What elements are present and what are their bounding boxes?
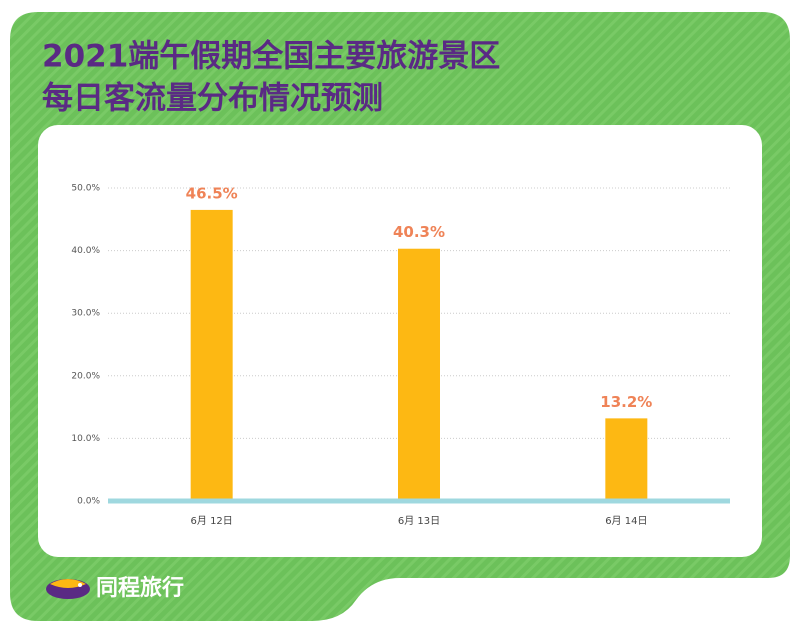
chart-title: 2021端午假期全国主要旅游景区 — [42, 39, 500, 75]
value-label: 13.2% — [600, 393, 652, 411]
y-tick-label: 40.0% — [71, 246, 100, 256]
x-tick-label: 6月 13日 — [398, 515, 440, 527]
y-tick-label: 20.0% — [71, 371, 100, 381]
value-label: 40.3% — [393, 223, 445, 241]
brand-name: 同程旅行 — [96, 575, 184, 601]
y-tick-label: 30.0% — [71, 309, 100, 319]
y-tick-label: 10.0% — [71, 434, 100, 444]
chart-title: 每日客流量分布情况预测 — [42, 81, 383, 117]
y-tick-label: 50.0% — [71, 184, 100, 194]
y-tick-label: 0.0% — [77, 497, 100, 507]
bar — [190, 209, 233, 501]
brand-logo: 同程旅行 — [46, 575, 184, 601]
x-tick-label: 6月 12日 — [191, 515, 233, 527]
x-tick-label: 6月 14日 — [605, 515, 647, 527]
bar — [398, 248, 440, 501]
bar — [605, 418, 648, 501]
value-label: 46.5% — [186, 184, 238, 202]
